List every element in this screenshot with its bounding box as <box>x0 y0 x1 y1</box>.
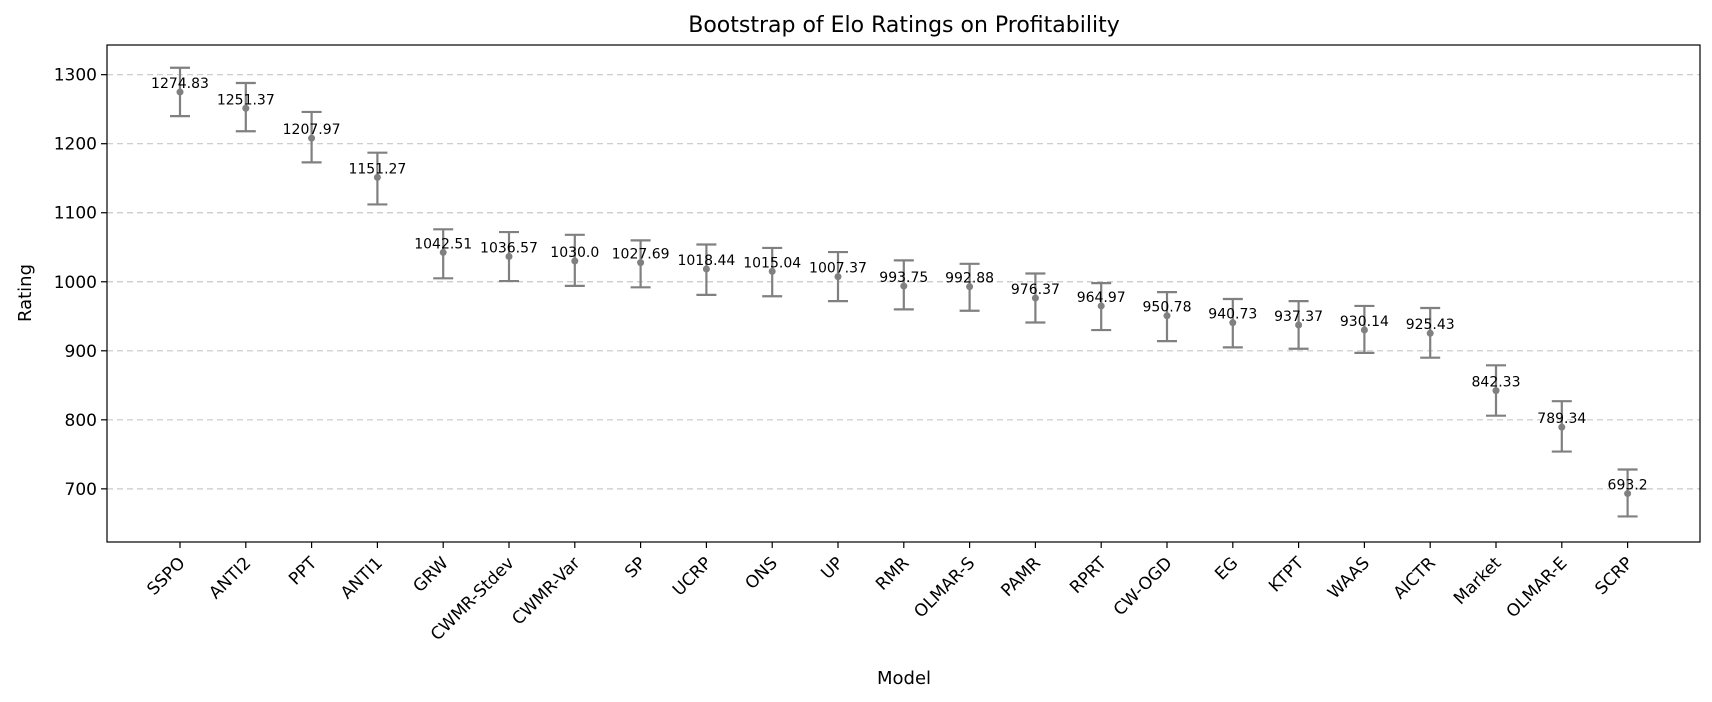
point-SCRP <box>1624 490 1632 498</box>
plot-frame <box>106 44 1701 543</box>
data-label-layer: 1274.83 1251.37 1207.97 1151.27 1042.51 1036.… <box>151 76 1648 493</box>
y-tick-label: 800 <box>65 411 97 431</box>
data-label-GRW: 1042.51 <box>414 236 472 252</box>
point-RMR <box>900 282 908 290</box>
data-label-RPRT: 964.97 <box>1077 290 1126 306</box>
data-label-SCRP: 693.2 <box>1608 478 1648 494</box>
point-KTPT <box>1295 321 1303 329</box>
data-label-ANTI1: 1151.27 <box>348 161 406 177</box>
data-label-Market: 842.33 <box>1472 375 1521 391</box>
data-label-CWMR-Stdev: 1036.57 <box>480 241 538 257</box>
point-ONS <box>768 267 776 275</box>
x-tick-label-UCRP: UCRP <box>669 553 716 600</box>
data-label-SSPO: 1274.83 <box>151 76 209 92</box>
grid-layer <box>107 74 1700 490</box>
x-tick-label-ANTI2: ANTI2 <box>205 553 255 603</box>
data-label-ONS: 1015.04 <box>743 255 801 271</box>
x-tick-label-RMR: RMR <box>872 553 913 594</box>
data-label-UCRP: 1018.44 <box>677 253 735 269</box>
point-Market <box>1492 387 1500 395</box>
y-axis: 700 800 900 1000 1100 1200 1300 <box>54 66 107 500</box>
data-label-EG: 940.73 <box>1208 307 1257 323</box>
y-tick-label: 1200 <box>54 135 97 155</box>
x-tick-label-SSPO: SSPO <box>143 553 189 599</box>
data-label-CW-OGD: 950.78 <box>1143 300 1192 316</box>
y-tick-label: 1100 <box>54 204 97 224</box>
x-tick-label-PPT: PPT <box>285 553 321 589</box>
x-tick-label-UP: UP <box>817 553 847 583</box>
point-OLMAR-S <box>966 283 974 291</box>
point-CW-OGD <box>1163 312 1171 320</box>
x-tick-label-CWMR-Var: CWMR-Var <box>508 553 584 629</box>
y-tick-label: 1300 <box>54 66 97 86</box>
point-SSPO <box>176 88 184 96</box>
x-tick-label-Market: Market <box>1450 553 1506 609</box>
x-tick-label-GRW: GRW <box>410 553 453 596</box>
data-label-RMR: 993.75 <box>879 270 928 286</box>
point-OLMAR-E <box>1558 423 1566 431</box>
point-ANTI2 <box>242 104 250 112</box>
point-UP <box>834 273 842 281</box>
point-UCRP <box>702 265 710 273</box>
point-WAAS <box>1360 326 1368 334</box>
point-CWMR-Stdev <box>505 253 513 261</box>
y-axis-label: Rating <box>15 264 36 322</box>
x-tick-label-ONS: ONS <box>742 553 782 593</box>
point-ANTI1 <box>373 173 381 181</box>
point-RPRT <box>1097 302 1105 310</box>
data-label-AICTR: 925.43 <box>1406 317 1455 333</box>
x-tick-label-AICTR: AICTR <box>1390 553 1440 603</box>
point-GRW <box>439 248 447 256</box>
data-label-CWMR-Var: 1030.0 <box>550 245 599 261</box>
data-label-UP: 1007.37 <box>809 261 867 277</box>
point-PAMR <box>1031 294 1039 302</box>
data-label-KTPT: 937.37 <box>1274 309 1323 325</box>
x-tick-label-OLMAR-E: OLMAR-E <box>1503 553 1572 622</box>
data-label-SP: 1027.69 <box>612 247 670 263</box>
point-EG <box>1229 319 1237 327</box>
x-tick-label-RPRT: RPRT <box>1066 553 1111 598</box>
x-tick-label-WAAS: WAAS <box>1324 553 1374 603</box>
x-tick-label-SP: SP <box>621 553 650 582</box>
x-tick-label-OLMAR-S: OLMAR-S <box>910 553 979 622</box>
chart-title: Bootstrap of Elo Ratings on Profitabilit… <box>688 13 1119 38</box>
point-CWMR-Var <box>571 257 579 265</box>
y-tick-label: 1000 <box>54 273 97 293</box>
x-tick-label-CW-OGD: CW-OGD <box>1110 553 1177 620</box>
x-tick-label-EG: EG <box>1211 553 1242 584</box>
x-tick-label-SCRP: SCRP <box>1591 553 1637 599</box>
y-tick-label: 900 <box>65 342 97 362</box>
data-label-ANTI2: 1251.37 <box>217 92 275 108</box>
data-label-PAMR: 976.37 <box>1011 282 1060 298</box>
errorbar-layer <box>170 66 1638 518</box>
point-SP <box>637 259 645 267</box>
data-label-OLMAR-E: 789.34 <box>1537 411 1586 427</box>
data-label-PPT: 1207.97 <box>283 122 341 138</box>
point-AICTR <box>1426 329 1434 337</box>
data-label-WAAS: 930.14 <box>1340 314 1389 330</box>
point-PPT <box>308 134 316 142</box>
x-tick-label-KTPT: KTPT <box>1265 553 1308 596</box>
x-tick-label-PAMR: PAMR <box>997 553 1045 601</box>
x-tick-label-ANTI1: ANTI1 <box>337 553 387 603</box>
y-tick-label: 700 <box>65 480 97 500</box>
x-axis-label: Model <box>877 668 931 689</box>
data-label-OLMAR-S: 992.88 <box>945 271 994 287</box>
